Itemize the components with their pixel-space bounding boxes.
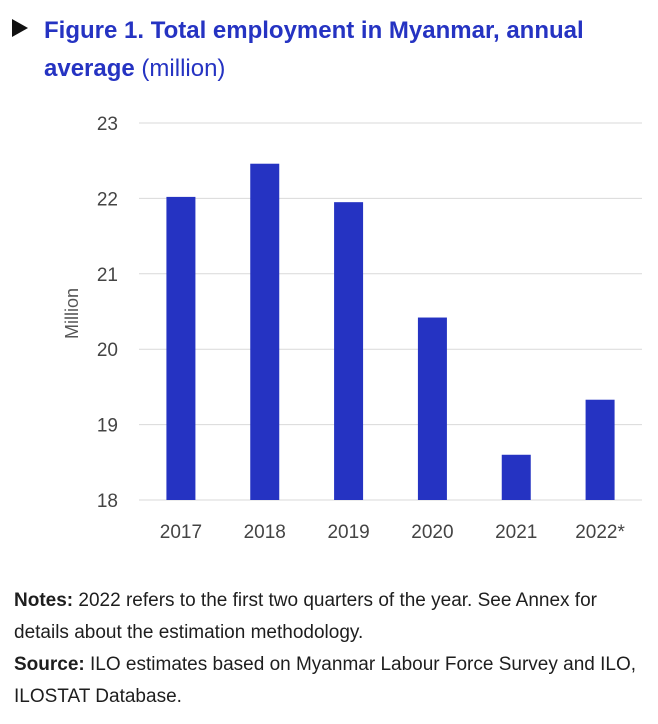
y-tick-label: 19 [97,416,118,437]
bar-2021 [501,454,531,500]
bar-2022 [585,399,615,500]
y-tick-label: 23 [97,114,118,135]
bar-2017 [166,196,196,500]
x-tick-label: 2019 [327,522,369,543]
gridlines [139,122,642,501]
y-axis-label: Million [62,288,82,339]
bar-2020 [417,317,447,500]
x-axis-ticks: 2017 2018 2019 2020 2021 2022* [160,522,626,543]
source-paragraph: Source: ILO estimates based on Myanmar L… [14,649,654,713]
y-tick-label: 22 [97,189,118,210]
bar-2019 [334,202,364,501]
notes-block: Notes: 2022 refers to the first two quar… [14,585,654,713]
figure-title-text: Figure 1. Total employment in Myanmar, a… [44,12,644,88]
x-tick-label: 2021 [495,522,537,543]
notes-text: 2022 refers to the first two quarters of… [14,590,597,643]
notes-label: Notes: [14,590,74,611]
x-tick-label: 2020 [411,522,453,543]
y-tick-label: 20 [97,340,118,361]
x-tick-label: 2022* [575,522,625,543]
y-tick-label: 18 [97,491,118,512]
source-label: Source: [14,654,85,675]
figure-title-main: Figure 1. Total employment in Myanmar, a… [44,17,584,82]
triangle-marker-icon [12,19,28,37]
x-tick-label: 2018 [244,522,286,543]
figure-title-unit: (million) [141,55,226,82]
bar-2018 [250,163,280,500]
notes-paragraph: Notes: 2022 refers to the first two quar… [14,585,654,649]
x-tick-label: 2017 [160,522,202,543]
y-tick-label: 21 [97,265,118,286]
source-text: ILO estimates based on Myanmar Labour Fo… [14,654,637,707]
y-axis-ticks: 18 19 20 21 22 23 [97,114,118,512]
bars [166,163,615,501]
